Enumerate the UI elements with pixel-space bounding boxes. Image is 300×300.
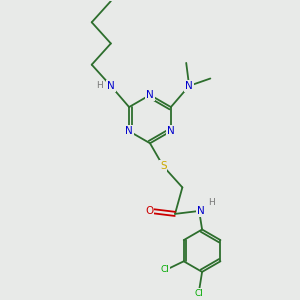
Text: N: N bbox=[167, 126, 175, 136]
Text: N: N bbox=[197, 206, 205, 216]
Text: S: S bbox=[160, 161, 166, 171]
Text: Cl: Cl bbox=[161, 265, 170, 274]
Text: N: N bbox=[146, 90, 154, 100]
Text: N: N bbox=[125, 126, 133, 136]
Text: O: O bbox=[145, 206, 154, 216]
Text: H: H bbox=[96, 81, 103, 90]
Text: N: N bbox=[107, 81, 115, 91]
Text: Cl: Cl bbox=[195, 289, 204, 298]
Text: N: N bbox=[185, 81, 193, 91]
Text: H: H bbox=[208, 198, 215, 207]
